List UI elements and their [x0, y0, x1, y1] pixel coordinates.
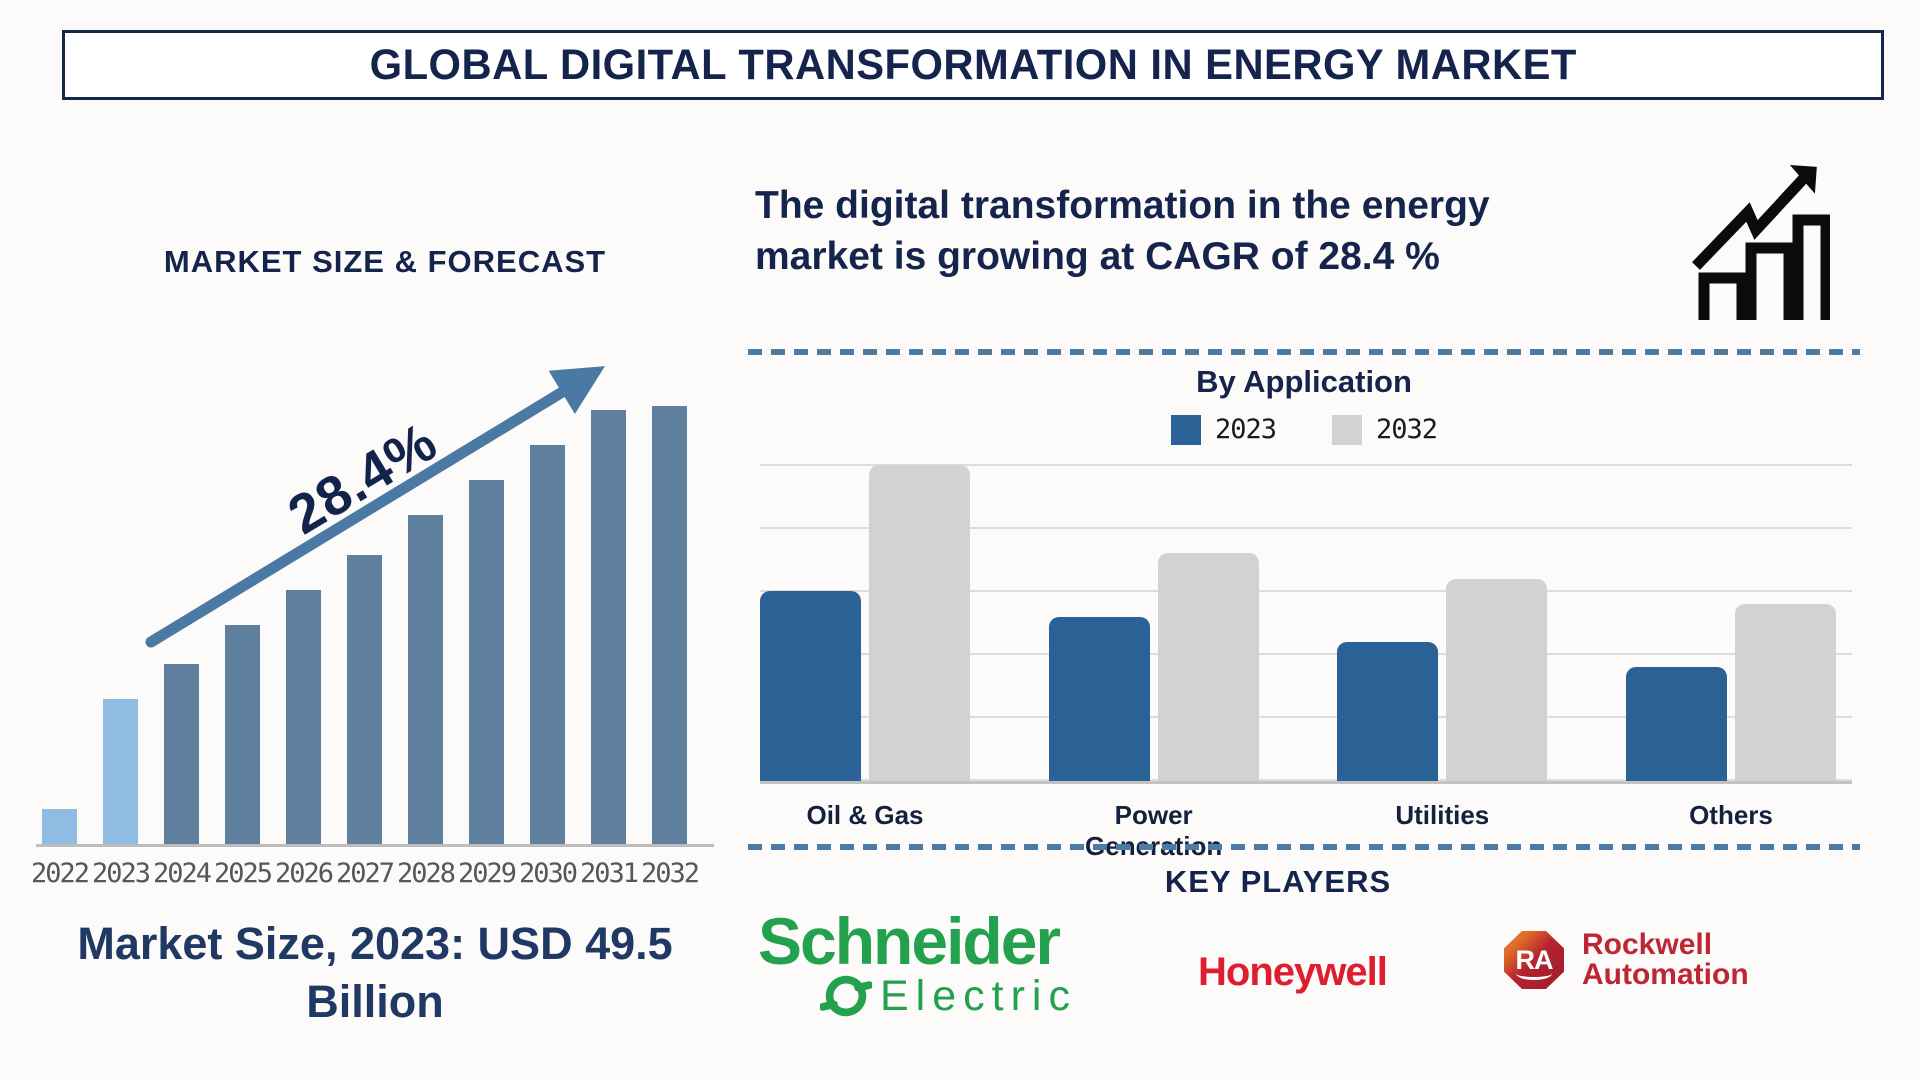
- bar-power-generation-2032: [1157, 553, 1259, 781]
- page-title: GLOBAL DIGITAL TRANSFORMATION IN ENERGY …: [369, 40, 1577, 89]
- bar-others-2032: [1734, 604, 1836, 781]
- schneider-electric-logo: Schneider Electric: [758, 908, 1077, 1022]
- bar-2032: [652, 406, 687, 844]
- schneider-emblem-icon: [820, 975, 872, 1017]
- tick-label-2032: 2032: [640, 858, 700, 889]
- bar-oil-gas-2023: [760, 591, 861, 781]
- bar-others-2023: [1625, 667, 1727, 781]
- bar-2023: [103, 699, 138, 844]
- x-axis-labels: 2022 2023 2024 2025 2026 2027 2028 2029 2030 2031…: [29, 858, 707, 889]
- bar-2024: [164, 664, 199, 844]
- category-label-others: Others: [1689, 800, 1773, 830]
- rockwell-wordmark: Rockwell Automation: [1582, 930, 1749, 990]
- tick-label-2025: 2025: [213, 858, 273, 889]
- group-power-generation: [1048, 553, 1259, 781]
- category-label-oil-gas: Oil & Gas: [806, 800, 924, 830]
- bar-2022: [42, 809, 77, 844]
- title-banner: GLOBAL DIGITAL TRANSFORMATION IN ENERGY …: [62, 30, 1884, 100]
- schneider-electric-label: Electric: [880, 971, 1077, 1020]
- market-size-note: Market Size, 2023: USD 49.5 Billion: [77, 918, 673, 1027]
- legend-label-2032: 2032: [1376, 414, 1438, 445]
- tick-label-2024: 2024: [152, 858, 212, 889]
- rockwell-automation-logo: RA Rockwell Automation: [1504, 930, 1749, 990]
- legend-item-2032: 2032: [1332, 414, 1438, 445]
- bar-2029: [469, 480, 504, 844]
- bar-2028: [408, 515, 443, 844]
- by-application-title: By Application: [1196, 364, 1412, 399]
- dashed-divider-bottom: [748, 844, 1860, 850]
- by-application-category-labels: Oil & Gas Power Generation Utilities Others: [760, 800, 1836, 862]
- trend-arrow-icon: [145, 366, 605, 648]
- bar-2025: [225, 625, 260, 844]
- group-oil-gas: [760, 465, 970, 781]
- bar-2030: [530, 445, 565, 844]
- bar-2031: [591, 410, 626, 844]
- legend-label-2023: 2023: [1214, 414, 1277, 445]
- tick-label-2026: 2026: [274, 858, 334, 889]
- chart-legend: 2023 2032: [748, 414, 1860, 445]
- legend-swatch-2023: [1170, 414, 1201, 445]
- schneider-electric-row: Electric: [758, 970, 1077, 1022]
- market-size-chart: [42, 398, 692, 844]
- rockwell-word1: Rockwell: [1582, 928, 1713, 961]
- honeywell-logo: Honeywell: [1198, 950, 1388, 995]
- tick-label-2029: 2029: [457, 858, 517, 889]
- bar-utilities-2032: [1446, 579, 1548, 781]
- legend-item-2023: 2023: [1170, 414, 1277, 445]
- dashed-divider-top: [748, 349, 1860, 355]
- bar-2026: [286, 590, 321, 844]
- market-size-heading: MARKET SIZE & FORECAST: [163, 243, 607, 279]
- group-utilities: [1337, 579, 1548, 781]
- x-axis-line: [36, 844, 714, 847]
- category-label-power-generation: Power Generation: [1085, 800, 1222, 861]
- tick-label-2022: 2022: [30, 858, 90, 889]
- bar-oil-gas-2032: [869, 465, 970, 781]
- category-label-utilities: Utilities: [1395, 800, 1490, 830]
- schneider-wordmark: Schneider: [758, 904, 1061, 978]
- rockwell-badge-letters: RA: [1515, 944, 1554, 975]
- tick-label-2027: 2027: [335, 858, 395, 889]
- bar-power-generation-2023: [1048, 617, 1150, 781]
- rockwell-badge-icon: RA: [1504, 931, 1564, 989]
- tick-label-2023: 2023: [91, 858, 151, 889]
- honeywell-wordmark: Honeywell: [1198, 950, 1388, 994]
- tick-label-2031: 2031: [579, 858, 639, 889]
- rockwell-word2: Automation: [1582, 958, 1749, 991]
- legend-swatch-2032: [1332, 414, 1362, 445]
- key-players-title: KEY PLAYERS: [1164, 864, 1392, 899]
- bar-utilities-2023: [1337, 642, 1439, 781]
- tick-label-2028: 2028: [396, 858, 456, 889]
- cagr-statement: The digital transformation in the energy…: [755, 184, 1490, 279]
- by-application-plot: [760, 450, 1852, 784]
- group-others: [1625, 604, 1836, 781]
- bar-2027: [347, 555, 382, 844]
- growth-chart-icon: [1692, 164, 1830, 320]
- tick-label-2030: 2030: [518, 858, 578, 889]
